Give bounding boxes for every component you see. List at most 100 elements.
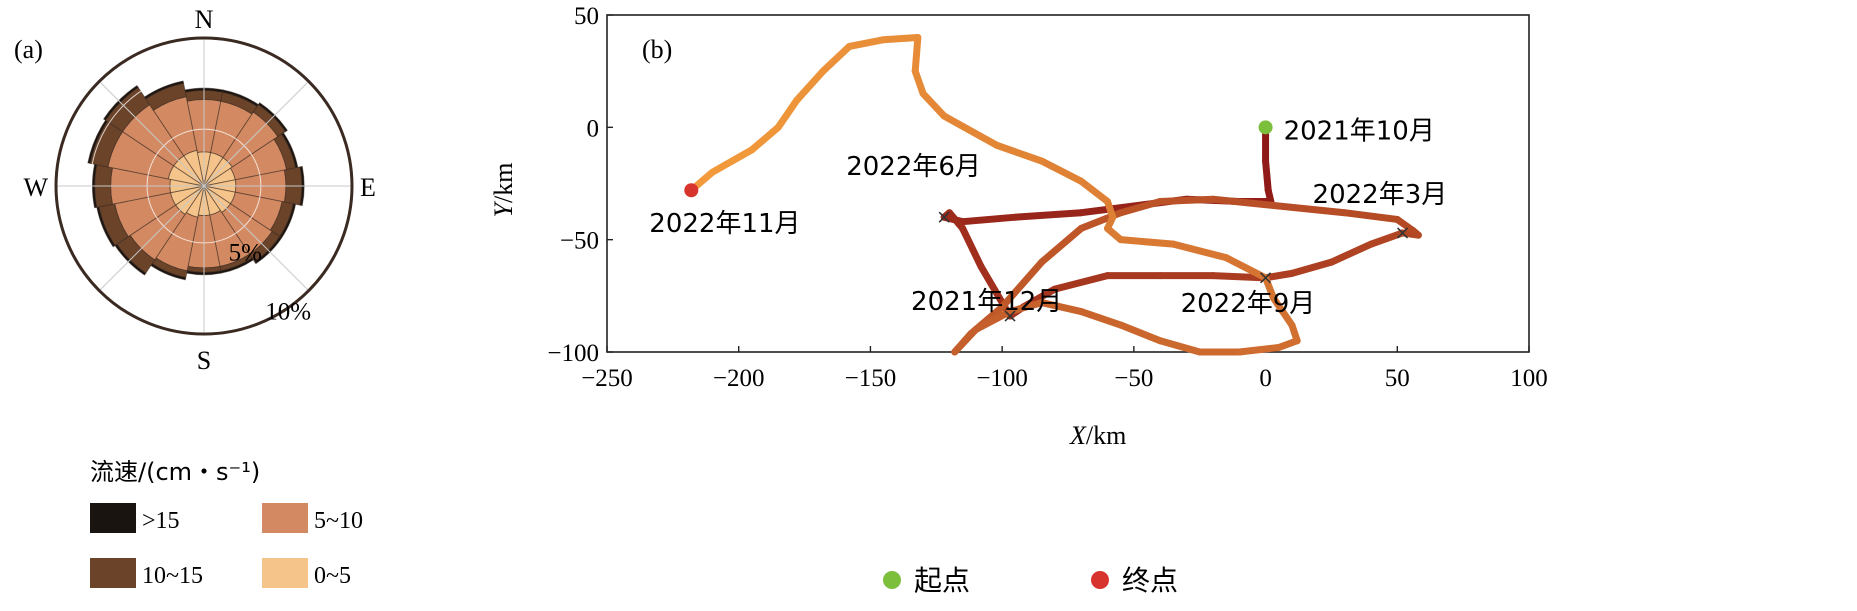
track-segment-20 — [1209, 272, 1270, 282]
rose-spoke-7 — [98, 80, 205, 187]
track-segment-66 — [819, 42, 853, 75]
track-segment-39 — [972, 308, 1014, 334]
rose-wedge-15-3 — [143, 80, 185, 100]
track-segment-46 — [1235, 344, 1283, 356]
rose-spoke-5 — [98, 185, 205, 292]
track-segment-21 — [1262, 269, 1296, 282]
month-marker-label-0: 2022年6月 — [846, 152, 981, 182]
track-legend-start: 起点 — [883, 564, 970, 597]
track-segment-29 — [1275, 202, 1349, 217]
track-segment-12 — [959, 224, 985, 271]
month-marker-3 — [1004, 310, 1016, 322]
track-segment-8 — [959, 213, 1019, 226]
track-segment-57 — [1077, 177, 1112, 205]
track-segment-51 — [1222, 254, 1270, 282]
track-segment-65 — [845, 36, 888, 50]
track-segment-68 — [774, 96, 801, 131]
month-marker-2 — [1260, 272, 1272, 284]
direction-label-s: S — [197, 346, 211, 375]
legend-label-10-15: 10~15 — [142, 563, 203, 589]
track-segment-34 — [1038, 224, 1085, 266]
rose-spoke-3 — [203, 185, 310, 292]
direction-label-n: N — [195, 5, 214, 34]
x-tick-label-2: −150 — [845, 365, 897, 392]
y-tick-label-1: −50 — [560, 228, 599, 255]
legend-swatch-5-10 — [262, 503, 308, 533]
track-segment-62 — [911, 67, 927, 98]
direction-label-e: E — [360, 173, 376, 202]
track-segment-63 — [911, 33, 922, 75]
x-tick-label-6: 50 — [1385, 365, 1410, 392]
start-date-label: 2021年10月 — [1284, 116, 1435, 146]
y-axis-unit: /km — [489, 163, 518, 203]
track-segment-44 — [1156, 337, 1204, 356]
track-segment-31 — [1156, 195, 1217, 205]
speed-legend-bin-3: 0~5 — [262, 558, 351, 589]
track-segment-43 — [1117, 321, 1164, 345]
track-segment-1 — [1262, 157, 1272, 194]
x-tick-label-5: 0 — [1259, 365, 1272, 392]
x-tick-label-4: −50 — [1114, 365, 1153, 392]
speed-legend-bin-2: 5~10 — [262, 503, 363, 534]
track-segment-60 — [940, 112, 1001, 149]
ring-label-10: 10% — [265, 298, 311, 325]
x-tick-label-1: −200 — [713, 365, 765, 392]
track-segment-35 — [998, 258, 1046, 311]
rose-sectors — [87, 80, 305, 281]
track-segment-49 — [1269, 294, 1296, 329]
panel-a-windrose: (a) N E S W 5% 10% 流速/(cm・s⁻¹) >15 10~15… — [14, 5, 376, 589]
month-marker-1 — [1396, 227, 1409, 239]
legend-start-label: 起点 — [914, 564, 970, 597]
rose-spoke-1 — [203, 80, 310, 187]
panel-b-trajectory: (b) −250 −200 −150 −100 −50 0 50 100−100−50050 … — [489, 3, 1548, 597]
month-marker-label-3: 2021年12月 — [911, 287, 1062, 317]
track-segment-53 — [1117, 236, 1177, 248]
speed-legend-bin-0: >15 — [90, 503, 180, 534]
track-segment-42 — [1077, 308, 1125, 329]
x-axis-variable: X — [1069, 421, 1087, 450]
month-marker-label-2: 2022年9月 — [1181, 289, 1316, 319]
legend-label-5-10: 5~10 — [314, 508, 363, 534]
legend-end-swatch — [1091, 571, 1109, 589]
track-legend-end: 终点 — [1091, 564, 1178, 597]
end-point-marker — [684, 183, 699, 198]
rose-wedge-14-3 — [103, 85, 139, 121]
y-tick-label-0: −100 — [547, 340, 599, 367]
track-segment-22 — [1288, 258, 1335, 277]
rose-outer-circle — [54, 36, 354, 336]
rose-wedge-6-3 — [253, 235, 283, 265]
start-point-marker — [1258, 120, 1273, 135]
track-segment-64 — [880, 33, 922, 44]
track-segment-13 — [977, 263, 1006, 307]
panel-b-label: (b) — [642, 35, 672, 64]
month-markers: 2022年6月 2022年3月 2022年9月 2021年12月 — [846, 152, 1448, 322]
track-segment-61 — [919, 90, 948, 120]
x-tick-label-0: −250 — [581, 365, 633, 392]
y-tick-label-2: 0 — [587, 115, 600, 142]
track-segment-59 — [993, 141, 1046, 165]
track-segment-52 — [1169, 240, 1230, 262]
track-segment-17 — [1051, 272, 1112, 293]
track-segment-58 — [1038, 157, 1085, 185]
legend-end-label: 终点 — [1122, 564, 1178, 597]
panel-a-label: (a) — [14, 35, 43, 64]
rose-wedge-2-3 — [257, 102, 288, 133]
plot-frame — [606, 14, 1530, 353]
y-tick-label-3: 50 — [574, 3, 599, 30]
track-segment-24 — [1367, 229, 1407, 248]
track-segment-70 — [708, 146, 756, 176]
legend-swatch-gt15 — [90, 503, 136, 533]
legend-start-swatch — [883, 571, 901, 589]
month-marker-label-1: 2022年3月 — [1313, 180, 1448, 210]
x-axis-label: X/km — [1069, 421, 1126, 450]
track-segment-30 — [1209, 195, 1283, 210]
track-segment-41 — [1038, 299, 1085, 316]
y-axis-variable: Y — [489, 200, 518, 217]
track-segment-50 — [1262, 274, 1277, 302]
track-segment-40 — [1006, 299, 1046, 316]
direction-label-w: W — [23, 173, 48, 202]
track-segment-67 — [793, 67, 827, 104]
ring-label-5: 5% — [229, 240, 262, 267]
track-segment-7 — [1011, 209, 1085, 221]
